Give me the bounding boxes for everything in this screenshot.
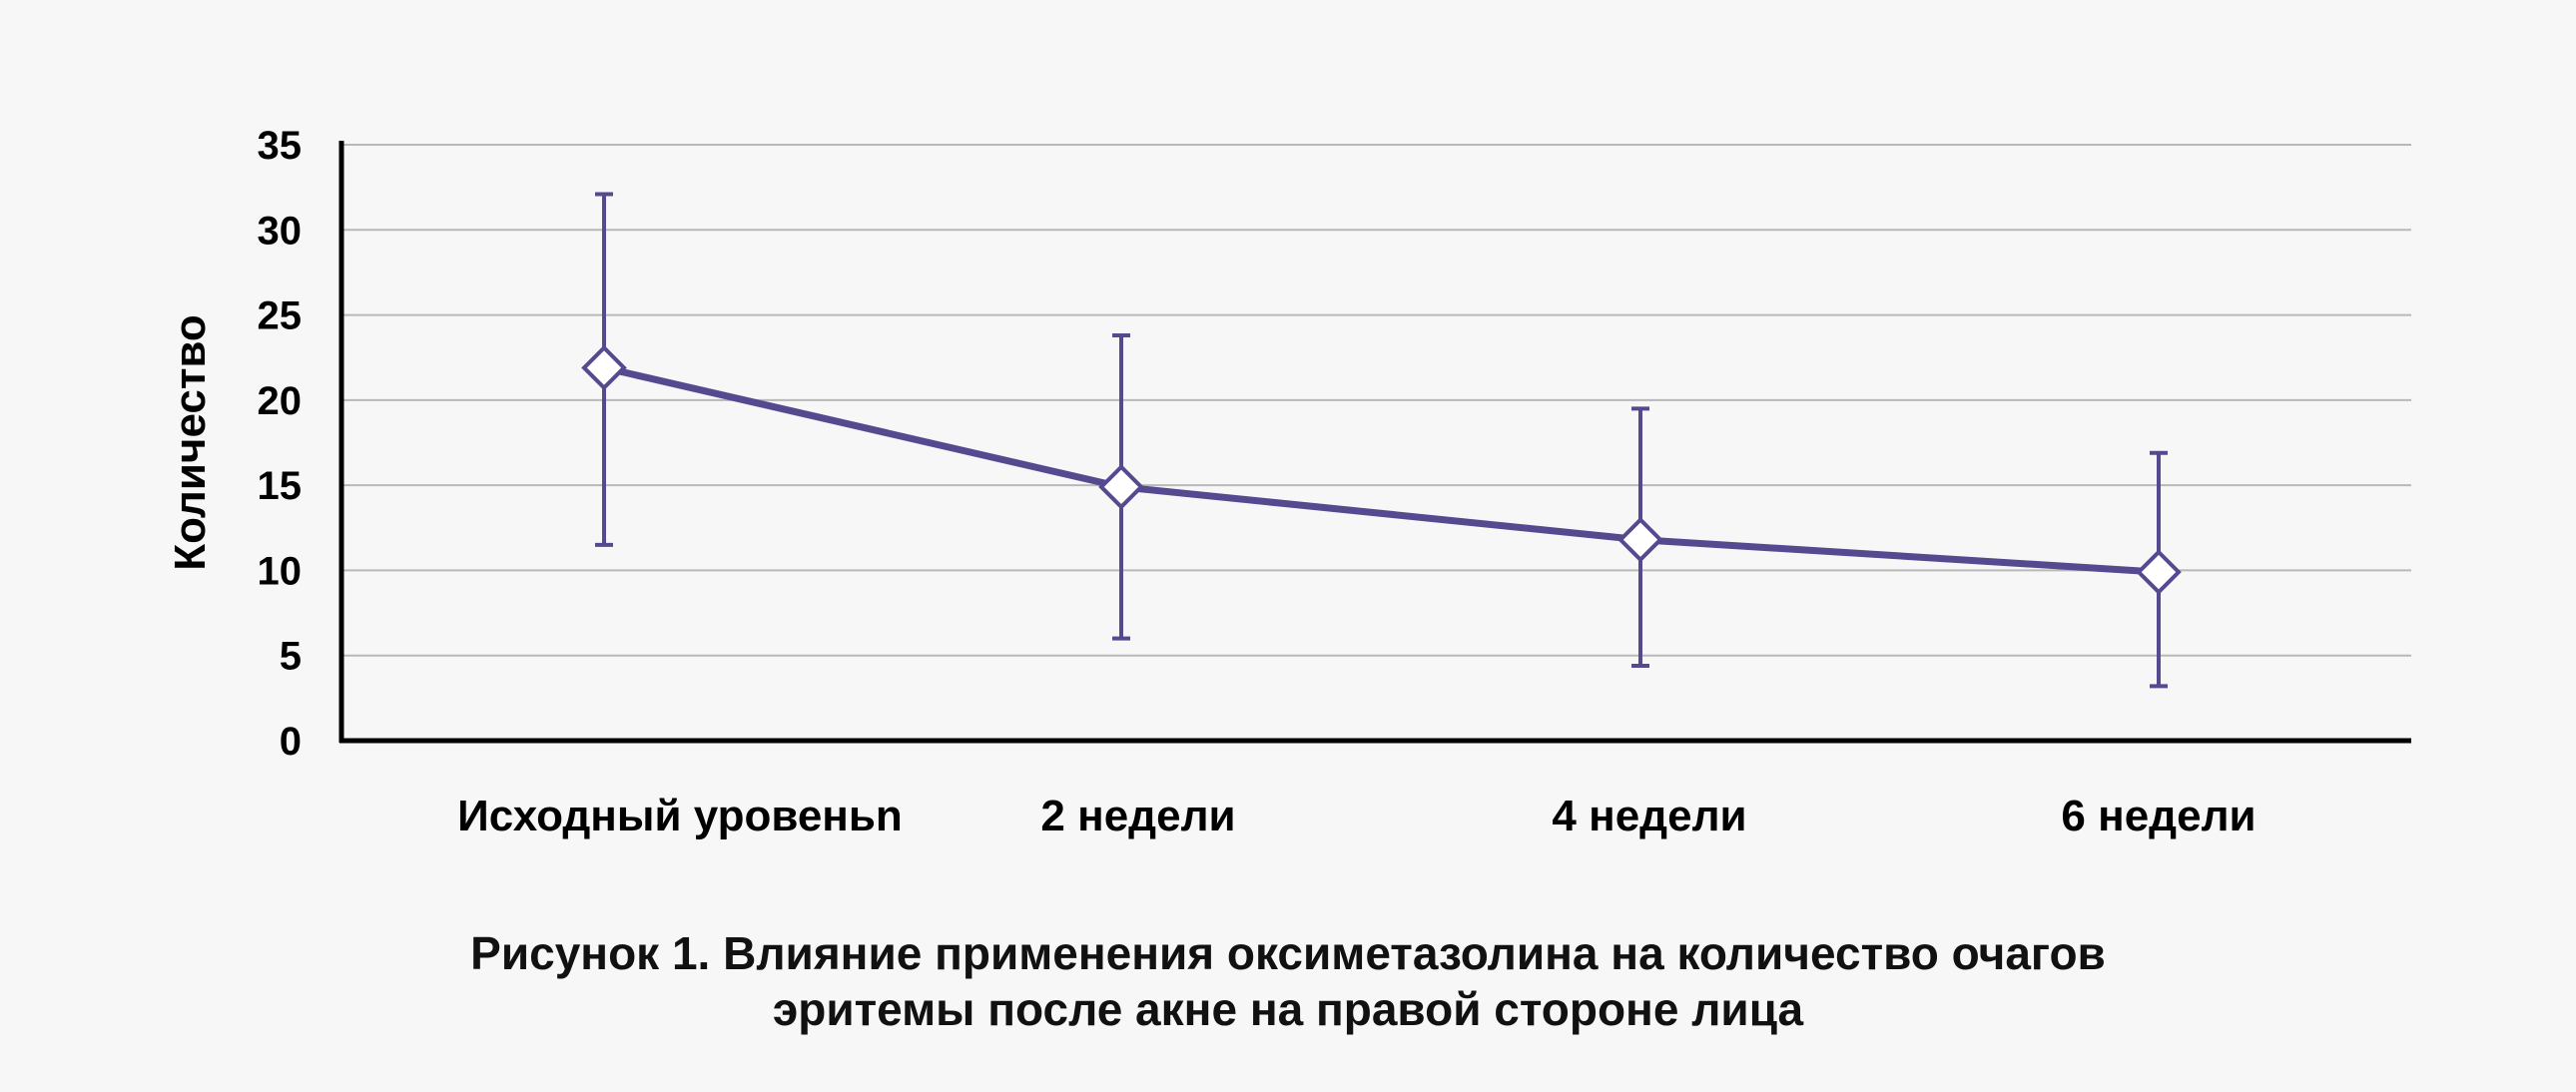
y-tick-label: 30 bbox=[258, 209, 303, 253]
y-tick-label: 35 bbox=[258, 124, 303, 168]
data-point-marker bbox=[2136, 549, 2182, 595]
figure-caption-line-2: эритемы после акне на правой стороне лиц… bbox=[772, 983, 1804, 1035]
x-category-label: 2 недели bbox=[1040, 792, 1235, 840]
data-point-marker bbox=[1098, 464, 1144, 510]
y-tick-labels: 0 5 10 15 20 25 30 35 bbox=[258, 124, 303, 764]
series-group bbox=[581, 344, 2182, 595]
figure-caption-line-1: Рисунок 1. Влияние применения оксиметазо… bbox=[470, 927, 2106, 979]
y-tick-label: 5 bbox=[280, 635, 302, 679]
grid-lines bbox=[341, 144, 2411, 657]
series-line bbox=[603, 364, 2160, 576]
y-axis-title: Количество bbox=[166, 314, 215, 570]
y-tick-label: 20 bbox=[258, 379, 303, 423]
x-category-label: Исходный уровеньn bbox=[457, 792, 903, 840]
axes bbox=[338, 141, 2411, 744]
data-point-marker bbox=[581, 344, 627, 391]
y-tick-label: 10 bbox=[258, 549, 303, 593]
y-tick-label: 15 bbox=[258, 464, 303, 508]
data-point-marker bbox=[1617, 516, 1663, 563]
chart: 0 5 10 15 20 25 30 35 Исходный уровеньn 2 недели… bbox=[166, 124, 2411, 840]
error-bars bbox=[595, 192, 2168, 689]
x-category-labels: Исходный уровеньn 2 недели 4 недели 6 недел… bbox=[457, 792, 2255, 840]
y-tick-label: 0 bbox=[280, 720, 302, 764]
x-category-label: 6 недели bbox=[2061, 792, 2255, 840]
y-tick-label: 25 bbox=[258, 294, 303, 338]
x-category-label: 4 недели bbox=[1552, 792, 1746, 840]
